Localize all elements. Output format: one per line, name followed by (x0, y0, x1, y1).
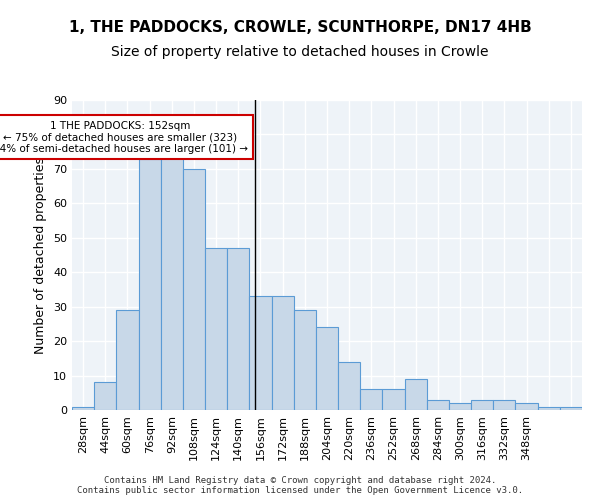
Bar (294, 310, 316, 410)
Bar (139, 158, 161, 410)
Bar (404, 379, 427, 410)
Bar (449, 403, 471, 410)
Y-axis label: Number of detached properties: Number of detached properties (34, 156, 47, 354)
Bar (471, 400, 493, 410)
Bar (183, 169, 205, 410)
Text: 1 THE PADDOCKS: 152sqm
← 75% of detached houses are smaller (323)
24% of semi-de: 1 THE PADDOCKS: 152sqm ← 75% of detached… (0, 120, 248, 154)
Bar (360, 390, 382, 410)
Bar (205, 248, 227, 410)
Bar (227, 248, 250, 410)
Bar (316, 328, 338, 410)
Bar (382, 390, 404, 410)
Bar (116, 310, 139, 410)
Bar (560, 406, 582, 410)
Bar (272, 296, 294, 410)
Bar (72, 406, 94, 410)
Bar (427, 400, 449, 410)
Text: Contains HM Land Registry data © Crown copyright and database right 2024.
Contai: Contains HM Land Registry data © Crown c… (77, 476, 523, 495)
Bar (515, 403, 538, 410)
Text: 1, THE PADDOCKS, CROWLE, SCUNTHORPE, DN17 4HB: 1, THE PADDOCKS, CROWLE, SCUNTHORPE, DN1… (68, 20, 532, 35)
Bar (338, 362, 360, 410)
Bar (538, 406, 560, 410)
Bar (94, 382, 116, 410)
Text: Size of property relative to detached houses in Crowle: Size of property relative to detached ho… (111, 45, 489, 59)
Bar (161, 155, 183, 410)
Bar (493, 400, 515, 410)
Bar (250, 296, 272, 410)
